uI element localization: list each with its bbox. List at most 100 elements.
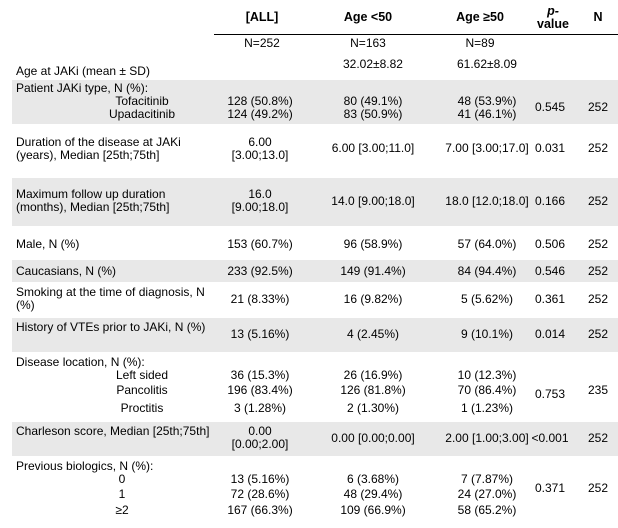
cell-ge50: 61.62±8.09 [457, 57, 517, 71]
cell-lt50: 6 (3.68%) [346, 472, 400, 486]
n-ge50: N=89 [465, 36, 495, 50]
row-label: History of VTEs prior to JAKi, N (%) [16, 320, 206, 334]
sub-label: Tofacitinib [115, 94, 169, 108]
cell-n: 252 [587, 194, 609, 208]
cell-p: <0.001 [531, 431, 569, 445]
cell-ge50: 9 (10.1%) [460, 327, 514, 341]
cell-p: 0.031 [534, 141, 566, 155]
sub-label: 1 [118, 487, 126, 501]
cell-n: 252 [587, 327, 609, 341]
cell-ge50: 10 (12.3%) [457, 368, 517, 382]
cell-n: 252 [587, 100, 609, 114]
cell-all: 6.00 [248, 135, 272, 149]
row-label: Male, N (%) [16, 237, 80, 251]
sub-label: Pancolitis [116, 383, 168, 397]
cell-ge50: 18.0 [12.0;18.0] [445, 194, 529, 208]
col-header-p: p- [547, 4, 559, 18]
cell-all: 13 (5.16%) [230, 472, 290, 486]
cell-all: 16.0 [248, 187, 272, 201]
col-header-age-lt50: Age <50 [343, 10, 393, 24]
cell-all: 21 (8.33%) [230, 292, 290, 306]
n-lt50: N=163 [350, 36, 386, 50]
cell-p: 0.506 [534, 237, 566, 251]
table-row-location: Disease location, N (%): Left sided Panc… [12, 354, 618, 420]
row-label: Patient JAKi type, N (%): [16, 81, 149, 95]
cell-n: 252 [587, 481, 609, 495]
row-label: Duration of the disease at JAKi (years),… [16, 135, 181, 162]
cell-lt50: 109 (66.9%) [340, 503, 406, 517]
col-header-n: N [593, 10, 603, 24]
cell-ge50: 7 (7.87%) [460, 472, 514, 486]
table-row-duration: Duration of the disease at JAKi (years),… [12, 128, 618, 172]
row-label: Disease location, N (%): [16, 355, 145, 369]
cell-n: 252 [587, 237, 609, 251]
cell-all: 13 (5.16%) [230, 327, 290, 341]
cell-all: [3.00;13.0] [231, 148, 289, 162]
cell-all: 153 (60.7%) [227, 237, 293, 251]
sub-label: ≥2 [115, 503, 129, 517]
col-header-value: value [537, 17, 569, 31]
cell-all: 0.00 [248, 424, 272, 438]
cell-p: 0.166 [534, 194, 566, 208]
table-row-male: Male, N (%) 153 (60.7%) 96 (58.9%) 57 (6… [12, 232, 618, 256]
cell-lt50: 16 (9.82%) [343, 292, 403, 306]
cell-all: [0.00;2.00] [231, 437, 289, 451]
table-row-caucasians: Caucasians, N (%) 233 (92.5%) 149 (91.4%… [12, 260, 618, 282]
sub-label: Upadacitinib [108, 107, 176, 121]
cell-all: 167 (66.3%) [227, 503, 293, 517]
cell-n: 252 [587, 264, 609, 278]
cell-n: 252 [587, 292, 609, 306]
cell-ge50: 2.00 [1.00;3.00] [445, 431, 529, 445]
cell-ge50: 1 (1.23%) [460, 401, 514, 415]
cell-ge50: 48 (53.9%) [457, 94, 517, 108]
table-row-vte: History of VTEs prior to JAKi, N (%) 13 … [12, 318, 618, 352]
row-label: Smoking at the time of diagnosis, N (%) [16, 285, 205, 312]
cell-all: 233 (92.5%) [227, 264, 293, 278]
cell-ge50: 7.00 [3.00;17.0] [445, 141, 529, 155]
cell-lt50: 48 (29.4%) [343, 487, 403, 501]
cell-all: 196 (83.4%) [227, 383, 293, 397]
cell-n: 252 [587, 431, 609, 445]
cell-n: 252 [587, 141, 609, 155]
cell-all: 124 (49.2%) [227, 107, 293, 121]
cell-p: 0.361 [534, 292, 566, 306]
table-row-smoking: Smoking at the time of diagnosis, N (%) … [12, 284, 618, 316]
cell-p: 0.014 [534, 327, 566, 341]
cell-all: [9.00;18.0] [231, 200, 289, 214]
cell-lt50: 2 (1.30%) [346, 401, 400, 415]
cell-all: 128 (50.8%) [227, 94, 293, 108]
row-label: Caucasians, N (%) [16, 264, 117, 278]
cell-ge50: 57 (64.0%) [457, 237, 517, 251]
header-rule [214, 34, 618, 35]
cell-all: 72 (28.6%) [230, 487, 290, 501]
cell-ge50: 84 (94.4%) [457, 264, 517, 278]
cell-lt50: 126 (81.8%) [340, 383, 406, 397]
cell-lt50: 26 (16.9%) [343, 368, 403, 382]
row-label: Age at JAKi (mean ± SD) [16, 64, 150, 78]
cell-lt50: 32.02±8.82 [343, 57, 403, 71]
cell-all: 3 (1.28%) [233, 401, 287, 415]
cell-lt50: 14.0 [9.00;18.0] [331, 194, 415, 208]
cell-ge50: 5 (5.62%) [460, 292, 514, 306]
cell-p: 0.545 [534, 100, 566, 114]
sub-label: 0 [118, 472, 126, 486]
col-header-age-ge50: Age ≥50 [456, 10, 504, 24]
table-row-charlson: Charleson score, Median [25th;75th] 0.00… [12, 422, 618, 456]
cell-ge50: 24 (27.0%) [457, 487, 517, 501]
cell-lt50: 83 (50.9%) [343, 107, 403, 121]
n-all: N=252 [244, 36, 280, 50]
table-row-followup: Maximum follow up duration (months), Med… [12, 178, 618, 226]
cell-all: 36 (15.3%) [230, 368, 290, 382]
col-header-all: [ALL] [245, 10, 279, 24]
cell-lt50: 80 (49.1%) [343, 94, 403, 108]
table-row-jaki-type: Patient JAKi type, N (%): Tofacitinib Up… [12, 80, 618, 124]
cell-lt50: 149 (91.4%) [340, 264, 406, 278]
sub-label: Proctitis [120, 401, 164, 415]
sub-label: Left sided [115, 368, 169, 382]
cell-n: 235 [587, 383, 609, 397]
cell-ge50: 58 (65.2%) [457, 503, 517, 517]
cell-lt50: 96 (58.9%) [343, 237, 403, 251]
row-label: Maximum follow up duration (months), Med… [16, 187, 170, 214]
row-label: Previous biologics, N (%): [16, 459, 154, 473]
cell-ge50: 41 (46.1%) [457, 107, 517, 121]
